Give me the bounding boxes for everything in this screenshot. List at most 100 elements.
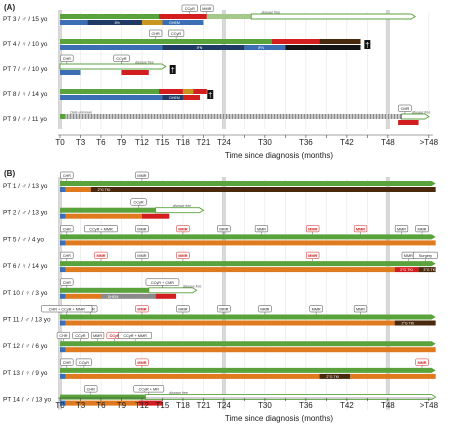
therapy-bar	[319, 39, 361, 44]
x-tick-label: T18	[176, 138, 190, 147]
status-label: disease free	[169, 391, 188, 395]
patient-row	[60, 39, 371, 50]
response-label: CMR	[401, 107, 410, 111]
death-marker	[169, 65, 176, 74]
death-marker	[207, 90, 214, 99]
therapy-bar	[60, 267, 66, 273]
patient-row	[60, 341, 436, 353]
status-label: disease free	[135, 61, 154, 65]
patient-row	[60, 314, 436, 326]
therapy-bar	[65, 373, 320, 379]
patient-row	[60, 394, 437, 406]
response-label: MMR	[137, 227, 146, 231]
therapy-bar	[60, 287, 149, 293]
response-label: MMR	[308, 254, 317, 258]
therapy-bar	[159, 14, 207, 19]
x-tick-label: T15	[156, 401, 170, 410]
therapy-bar	[60, 45, 163, 50]
patient-label: PT 2 / ♂ / 13 yo	[3, 210, 48, 217]
x-tick-label: T24	[217, 138, 231, 147]
therapy-bar	[60, 261, 436, 267]
therapy-bar	[144, 394, 437, 401]
response-label: CCyR	[185, 7, 195, 11]
response-label: CCyR + MR	[139, 388, 160, 392]
response-label: CCyR	[116, 57, 126, 61]
patient-label: PT 3 / ♂ / 15 yo	[3, 16, 48, 23]
status-label: disease free	[173, 204, 192, 208]
therapy-bar	[121, 70, 149, 75]
therapy-bar	[60, 213, 66, 219]
x-tick-label: T30	[258, 138, 272, 147]
therapy-bar	[65, 293, 101, 299]
therapy-bar	[59, 63, 167, 70]
therapy-bar	[148, 287, 198, 294]
patient-row	[60, 367, 436, 379]
segment-label: 2°G TKI	[400, 268, 413, 272]
therapy-bar	[159, 89, 183, 94]
patient-label: PT 8 / ♀ / 14 yo	[3, 91, 48, 98]
therapy-bar	[418, 267, 436, 273]
x-tick-label: T21	[197, 138, 211, 147]
therapy-bar	[60, 181, 436, 186]
patient-row	[59, 63, 176, 75]
response-label: Surgery	[419, 254, 432, 258]
patient-row	[60, 113, 430, 125]
therapy-bar	[65, 400, 139, 406]
therapy-bar	[319, 373, 351, 379]
response-label: MMR	[202, 7, 211, 11]
therapy-bar	[60, 14, 160, 19]
therapy-bar	[65, 187, 91, 192]
x-tick-label: >T48	[420, 401, 439, 410]
x-tick-label: T12	[135, 401, 149, 410]
x-tick-label: T3	[76, 401, 86, 410]
therapy-bar	[60, 347, 66, 353]
response-label: CHR	[152, 32, 160, 36]
x-tick-label: T42	[340, 138, 354, 147]
segment-label: 2°G TKI	[326, 375, 339, 379]
patient-label: PT 4 / ♀ / 10 yo	[3, 41, 48, 48]
response-label: CHR	[63, 227, 71, 231]
patient-label: PT 14 / ♂ / 13 yo	[3, 397, 51, 404]
therapy-bar	[87, 20, 142, 25]
response-label: CHR	[87, 388, 95, 392]
therapy-bar	[65, 240, 436, 246]
response-label: CCyR	[171, 32, 181, 36]
patient-label: PT 1 / ♂ / 13 yo	[3, 183, 48, 190]
therapy-bar	[60, 394, 146, 400]
response-label: CCyR	[109, 334, 120, 338]
patient-label: PT 5 / ♂ / 4 yo	[3, 236, 44, 243]
patient-row	[60, 287, 198, 299]
x-tick-label: T42	[340, 401, 354, 410]
therapy-bar	[60, 187, 66, 192]
patient-label: PT 10 / ♀ / 3 yo	[3, 290, 48, 297]
therapy-bar	[401, 113, 430, 120]
x-tick-label: T24	[217, 401, 231, 410]
therapy-bar	[60, 240, 66, 246]
patient-label: PT 9 / ♂ / 11 yo	[3, 116, 47, 123]
x-tick-label: T9	[117, 401, 127, 410]
x-tick-label: T6	[96, 138, 106, 147]
therapy-bar	[162, 20, 204, 25]
therapy-bar	[60, 20, 88, 25]
death-marker-label: †	[171, 67, 175, 74]
x-tick-label: T0	[55, 138, 65, 147]
therapy-bar	[271, 39, 320, 44]
x-tick-label: T15	[156, 138, 170, 147]
response-label: MMR	[356, 227, 365, 231]
response-label: CHR	[63, 57, 71, 61]
therapy-bar	[60, 400, 66, 406]
patient-row	[60, 234, 436, 246]
patient-label: PT 13 / ♀ / 9 yo	[3, 370, 48, 377]
therapy-bar	[65, 213, 142, 219]
therapy-bar	[90, 187, 436, 192]
response-label: CHR + CCyR + MMR	[49, 308, 85, 312]
response-label: MMR	[397, 227, 406, 231]
therapy-bar	[60, 234, 436, 240]
segment-label: IFN	[258, 46, 264, 50]
therapy-bar	[394, 320, 436, 326]
death-marker	[364, 40, 371, 49]
therapy-bar	[60, 39, 272, 44]
segment-label: 2°G TKI	[402, 322, 415, 326]
response-label: MMR	[257, 227, 266, 231]
response-label: MMR	[219, 308, 228, 312]
